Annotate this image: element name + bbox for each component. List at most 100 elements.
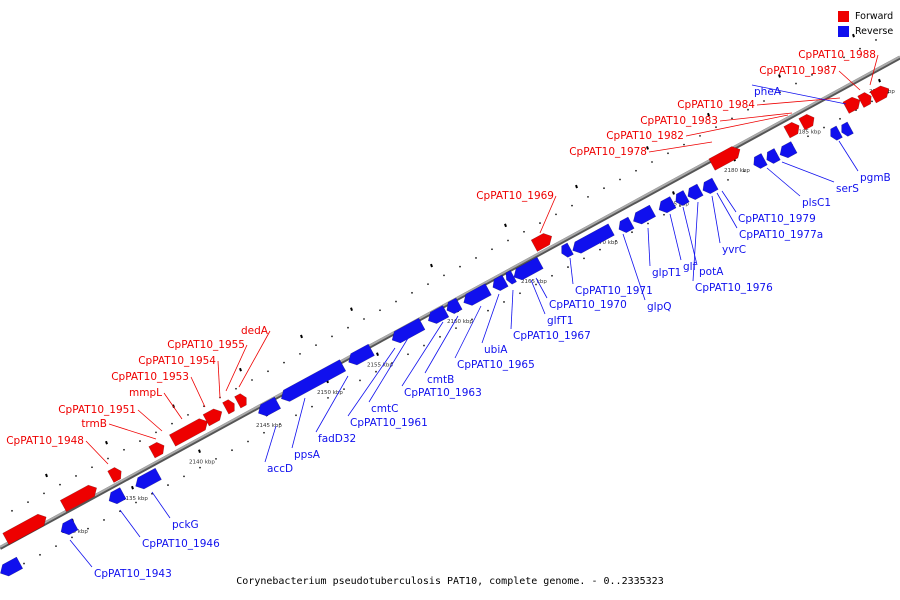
forward-gene-label: trmB [81,418,107,430]
tick-label: 2175 kbp [663,201,689,207]
reverse-gene-label: potA [699,266,724,278]
tick-label: 2165 kbp [521,279,547,285]
axis-dot [827,65,829,68]
forward-gene-label: CpPAT10_1951 [58,404,136,416]
tick-label: 2160 kbp [447,319,473,325]
reverse-gene-arrow [348,343,375,366]
axis-dot [555,213,557,216]
axis-dot [571,204,573,207]
reverse-gene-label-leader [530,279,546,315]
reverse-gene-arrow [779,141,798,159]
forward-gene-label: CpPAT10_1954 [138,355,216,367]
tick-label: 2170 kbp [592,240,618,246]
axis-dot [583,257,585,260]
axis-dot [327,396,329,399]
genome-caption: Corynebacterium pseudotuberculosis PAT10… [236,576,664,587]
reverse-gene-arrow [633,204,657,225]
axis-dot [743,170,745,173]
axis-dot [187,414,189,416]
axis-dot [699,134,701,137]
reverse-gene-label: CpPAT10_1970 [549,299,627,311]
reverse-gene-label-leader [69,539,93,568]
forward-gene-arrow [842,96,861,114]
reverse-gene-label-leader [838,140,859,172]
major-tick-upper [105,440,108,445]
axis-dot [763,100,765,102]
reverse-gene-label-leader [347,347,396,417]
major-tick-lower [878,78,881,83]
axis-dot [443,274,445,277]
axis-dot [71,536,73,539]
axis-dot [123,448,125,451]
reverse-gene-arrow [830,125,843,141]
forward-gene-label: CpPAT10_1987 [759,65,837,77]
reverse-gene-label-leader [766,167,801,197]
major-tick-upper [300,334,303,339]
reverse-gene-label: pheA [754,86,782,98]
tick-label: 2185 kbp [795,129,821,135]
tick-label: 2155 kbp [367,363,393,369]
reverse-gene-arrow [446,297,463,314]
reverse-gene-arrow [675,190,690,206]
forward-gene-label: dedA [241,325,269,337]
reverse-gene-arrow [572,223,615,254]
forward-gene-label: CpPAT10_1984 [677,99,755,111]
axis-dot [331,335,333,338]
axis-dot [535,283,537,286]
major-tick-upper [45,473,48,478]
axis-dot [27,501,29,504]
axis-dot [423,344,425,347]
major-tick-lower [198,449,201,454]
forward-gene-arrow [59,484,97,513]
reverse-gene-label: CpPAT10_1971 [575,285,653,297]
reverse-gene-label-leader [315,375,349,433]
legend: Forward Reverse [838,9,893,39]
reverse-gene-label-leader [721,190,737,213]
forward-gene-arrow [222,399,235,415]
major-tick-upper [239,367,242,372]
axis-dot [55,545,57,548]
axis-dot [567,266,569,268]
major-tick-upper [350,307,353,312]
axis-dot [715,126,717,129]
forward-gene-arrow [107,467,122,483]
axis-dot [91,466,93,469]
axis-dot [39,553,41,556]
reverse-gene-label-leader [781,161,835,183]
major-tick-upper [707,112,710,117]
axis-dot [663,213,665,216]
reverse-gene-arrow [561,242,574,258]
reverse-gene-arrow [60,518,79,536]
reverse-gene-label: fadD32 [318,433,356,445]
axis-dot [539,222,541,224]
axis-dot [359,379,361,382]
reverse-gene-label-leader [692,201,699,282]
axis-dot [343,388,345,391]
axis-dot [363,318,365,320]
forward-gene-arrow [2,513,47,545]
axis-dot [379,309,381,312]
reverse-gene-arrow [618,216,635,233]
forward-gene-label-leader [648,141,713,153]
axis-dot [731,117,733,120]
reverse-gene-label: CpPAT10_1963 [404,387,482,399]
reverse-gene-label: cmtB [427,374,454,386]
axis-dot [811,73,813,76]
forward-gene-label-leader [85,440,109,465]
axis-dot [155,431,157,434]
axis-dot [503,301,505,303]
tick-label: 2135 kbp [122,496,148,502]
axis-dot [139,440,141,442]
reverse-gene-label: ppsA [294,449,321,461]
axis-dot [171,422,173,425]
axis-dot [183,475,185,478]
forward-gene-arrow [169,418,208,447]
axis-dot [295,414,297,417]
axis-dot [635,169,637,172]
forward-gene-label-leader [190,376,206,408]
reverse-gene-label: glfT1 [547,315,573,327]
axis-dot [455,327,457,330]
tick-label: 2145 kbp [256,423,282,429]
reverse-gene-label-leader [151,491,171,519]
axis-dot [23,562,25,565]
